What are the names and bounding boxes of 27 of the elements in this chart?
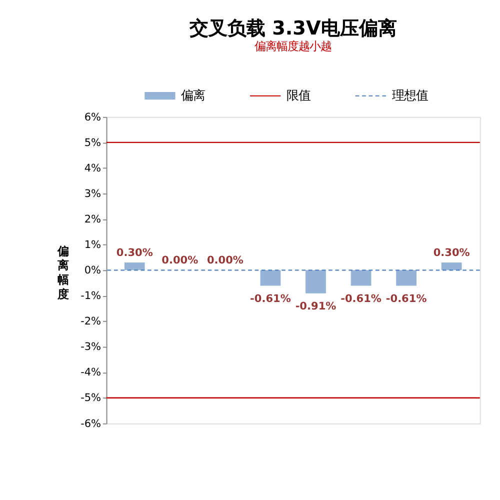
data-label: -0.91% <box>295 300 337 313</box>
y-tick-label: 5% <box>84 136 102 149</box>
y-tick-label: -1% <box>80 290 102 302</box>
y-tick-label: 6% <box>84 111 102 124</box>
data-label: -0.61% <box>340 293 382 306</box>
legend-label: 限值 <box>286 88 310 103</box>
y-tick-label: 2% <box>84 213 102 226</box>
data-label: -0.61% <box>250 293 292 306</box>
data-label: -0.61% <box>386 293 428 306</box>
data-label: 0.30% <box>116 246 154 259</box>
y-tick-label: 3% <box>84 188 102 200</box>
legend-label: 偏离 <box>181 88 206 103</box>
y-tick-label: -4% <box>80 366 102 379</box>
data-label: 0.30% <box>433 246 470 259</box>
y-tick-label: -3% <box>80 341 102 354</box>
chart-title: 交叉负载 3.3V电压偏离 <box>188 16 397 40</box>
y-tick-label: 4% <box>84 162 102 174</box>
y-tick-label: -6% <box>80 418 102 430</box>
data-label: 0.00% <box>206 254 244 266</box>
y-tick-label: 0% <box>84 264 102 277</box>
y-tick-label: 1% <box>84 238 102 251</box>
data-label: 0.00% <box>162 254 199 266</box>
legend-label: 理想值 <box>392 88 428 103</box>
y-axis-title: 偏离幅度 <box>56 244 69 301</box>
y-tick-label: -2% <box>80 316 102 328</box>
chart-subtitle: 偏离幅度越小越 <box>254 38 332 53</box>
y-tick-label: -5% <box>80 392 102 404</box>
